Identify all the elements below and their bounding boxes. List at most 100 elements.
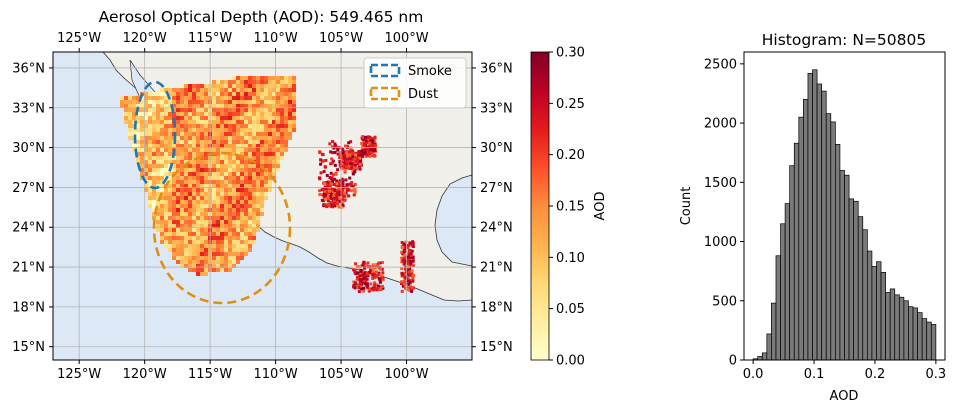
- aod-pixel: [236, 244, 240, 248]
- aod-pixel: [204, 120, 208, 124]
- aod-pixel: [340, 147, 344, 151]
- aod-pixel: [144, 152, 148, 156]
- aod-pixel: [192, 264, 196, 268]
- aod-pixel: [192, 120, 196, 124]
- aod-pixel: [400, 256, 404, 260]
- aod-pixel: [204, 116, 208, 120]
- aod-pixel: [176, 92, 180, 96]
- aod-pixel: [228, 192, 232, 196]
- aod-pixel: [288, 96, 292, 100]
- aod-pixel: [268, 168, 272, 172]
- aod-pixel: [192, 124, 196, 128]
- aod-pixel: [200, 224, 204, 228]
- aod-pixel: [256, 112, 260, 116]
- aod-pixel: [248, 236, 252, 240]
- aod-pixel: [224, 92, 228, 96]
- aod-pixel: [192, 96, 196, 100]
- aod-pixel: [212, 164, 216, 168]
- aod-pixel: [240, 212, 244, 216]
- aod-pixel: [192, 192, 196, 196]
- aod-pixel: [244, 128, 248, 132]
- aod-pixel: [212, 264, 216, 268]
- aod-pixel: [359, 277, 363, 281]
- aod-pixel: [200, 260, 204, 264]
- aod-pixel: [224, 176, 228, 180]
- aod-pixel: [192, 228, 196, 232]
- aod-pixel: [160, 200, 164, 204]
- aod-pixel: [132, 132, 136, 136]
- aod-pixel: [322, 181, 326, 185]
- aod-pixel: [180, 256, 184, 260]
- aod-pixel: [152, 200, 156, 204]
- aod-pixel: [168, 216, 172, 220]
- histogram-bar: [830, 121, 836, 361]
- aod-pixel: [200, 272, 204, 276]
- map-tick-labels: 125°W125°W120°W120°W115°W115°W110°W110°W…: [12, 31, 513, 382]
- aod-pixel: [345, 145, 349, 148]
- aod-pixel: [268, 116, 272, 120]
- aod-pixel: [192, 172, 196, 176]
- aod-data-overlay: [120, 76, 415, 293]
- aod-pixel: [192, 180, 196, 184]
- aod-pixel: [220, 116, 224, 120]
- aod-pixel: [236, 112, 240, 116]
- aod-pixel: [168, 200, 172, 204]
- aod-pixel: [244, 156, 248, 160]
- aod-pixel: [373, 266, 377, 270]
- aod-pixel: [216, 156, 220, 160]
- aod-pixel: [168, 124, 172, 128]
- aod-pixel: [260, 156, 264, 160]
- aod-pixel: [248, 180, 252, 184]
- aod-pixel: [340, 156, 344, 160]
- aod-pixel: [216, 172, 220, 176]
- aod-pixel: [338, 192, 342, 196]
- aod-pixel: [276, 104, 280, 108]
- aod-pixel: [256, 152, 260, 156]
- aod-pixel: [216, 268, 220, 272]
- aod-pixel: [196, 236, 200, 240]
- aod-pixel: [216, 88, 220, 92]
- aod-pixel: [402, 242, 406, 246]
- aod-pixel: [323, 184, 327, 188]
- aod-pixel: [148, 96, 152, 100]
- aod-pixel: [240, 184, 244, 188]
- aod-pixel: [216, 236, 220, 240]
- aod-pixel: [148, 152, 152, 156]
- map-lat-label-left: 15°N: [12, 340, 45, 355]
- aod-pixel: [152, 184, 156, 188]
- histogram-xtick-label: 0.1: [804, 367, 825, 382]
- aod-pixel: [156, 176, 160, 180]
- aod-pixel: [160, 204, 164, 208]
- aod-pixel: [363, 143, 366, 147]
- aod-pixel: [124, 112, 128, 116]
- aod-pixel: [353, 170, 357, 174]
- aod-pixel: [176, 88, 180, 92]
- aod-pixel: [244, 92, 248, 96]
- aod-pixel: [180, 252, 184, 256]
- aod-pixel: [160, 184, 164, 188]
- aod-pixel: [212, 216, 216, 220]
- aod-pixel: [248, 144, 252, 148]
- aod-pixel: [164, 204, 168, 208]
- aod-pixel: [152, 144, 156, 148]
- aod-pixel: [260, 172, 264, 176]
- aod-pixel: [284, 104, 288, 108]
- aod-pixel: [354, 151, 358, 155]
- aod-pixel: [268, 76, 272, 80]
- aod-pixel: [404, 260, 408, 264]
- aod-pixel: [180, 128, 184, 132]
- aod-pixel: [240, 92, 244, 96]
- aod-pixel: [176, 104, 180, 108]
- aod-pixel: [276, 92, 280, 96]
- aod-pixel: [371, 267, 375, 271]
- aod-pixel: [332, 200, 336, 204]
- aod-pixel: [345, 151, 349, 155]
- aod-pixel: [196, 184, 200, 188]
- aod-pixel: [176, 244, 180, 248]
- aod-pixel: [168, 144, 172, 148]
- aod-pixel: [152, 136, 156, 140]
- aod-pixel: [280, 96, 284, 100]
- histogram-bar: [807, 72, 813, 361]
- aod-pixel: [216, 212, 220, 216]
- aod-pixel: [358, 280, 362, 284]
